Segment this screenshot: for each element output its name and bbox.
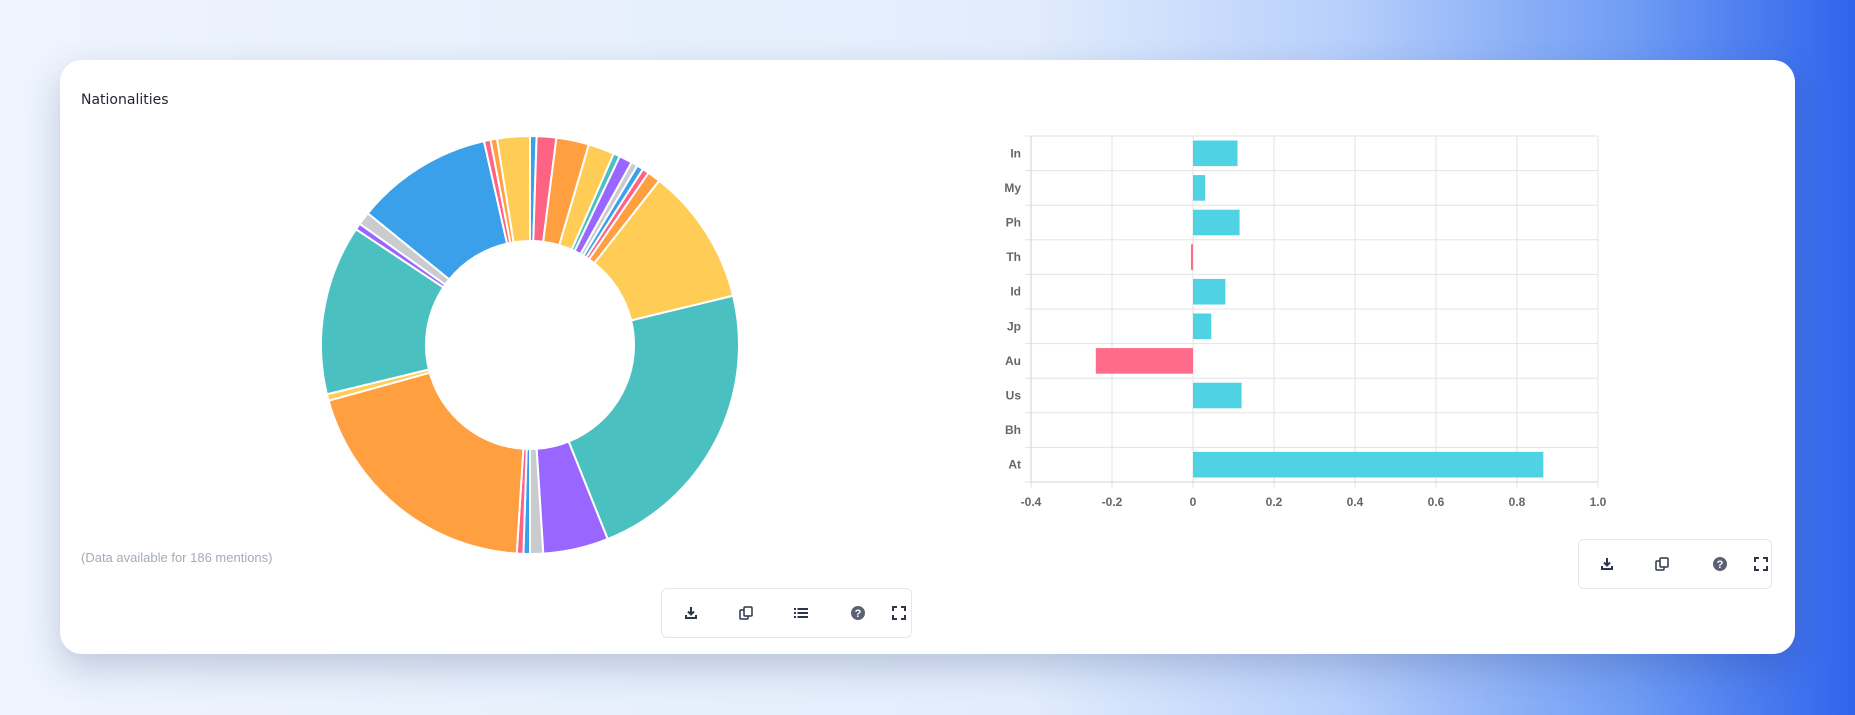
download-button[interactable]: [1597, 554, 1617, 574]
svg-text:?: ?: [855, 608, 862, 620]
svg-text:?: ?: [1717, 559, 1724, 571]
y-tick-label-ph: Ph: [1006, 216, 1021, 230]
fullscreen-icon: [1754, 557, 1768, 571]
x-tick-label: 1.0: [1590, 495, 1607, 509]
help-icon: ?: [851, 606, 865, 620]
bar-chart: -0.4 -0.2 0 0.2 0.4 0.6 0.8 1.0 In My Ph Th Id Jp Au Us…: [1004, 135, 1607, 509]
bar-toolbar: ?: [1578, 539, 1772, 589]
donut-slice-16: [327, 371, 525, 555]
bar-ph: [1193, 209, 1240, 236]
y-tick-label-th: Th: [1006, 250, 1021, 264]
fullscreen-icon: [892, 606, 906, 620]
donut-slice-11: [567, 294, 740, 541]
x-tick-label: 0.6: [1428, 495, 1445, 509]
donut-chart: [320, 134, 740, 556]
fullscreen-button[interactable]: [889, 603, 909, 623]
nationalities-card: Nationalities (Data available for 186 me…: [60, 60, 1795, 654]
y-tick-label-in: In: [1010, 146, 1021, 160]
y-tick-label-us: Us: [1006, 389, 1022, 403]
list-button[interactable]: [791, 603, 811, 623]
y-tick-label-my: My: [1004, 181, 1021, 195]
copy-button[interactable]: [736, 603, 756, 623]
x-tick-label: 0: [1190, 495, 1197, 509]
bar-at: [1193, 451, 1544, 478]
y-tick-label-jp: Jp: [1007, 319, 1021, 333]
bar-au: [1095, 348, 1193, 374]
copy-button[interactable]: [1652, 554, 1672, 574]
x-tick-label: -0.2: [1102, 495, 1123, 509]
x-tick-label: -0.4: [1021, 495, 1042, 509]
bar-id: [1193, 278, 1226, 305]
bar-in: [1193, 140, 1238, 167]
list-icon: [794, 608, 808, 618]
bar-my: [1193, 175, 1206, 201]
donut-slice-24: [495, 134, 531, 244]
x-tick-label: 0.4: [1347, 495, 1364, 509]
donut-toolbar: ?: [661, 588, 912, 638]
bar-grid: [1025, 135, 1599, 488]
download-icon: [685, 607, 697, 619]
y-tick-label-at: At: [1008, 458, 1021, 472]
copy-icon: [1655, 557, 1669, 571]
data-availability-note: (Data available for 186 mentions): [81, 550, 273, 565]
download-icon: [1601, 558, 1613, 570]
download-button[interactable]: [681, 603, 701, 623]
y-tick-label-id: Id: [1010, 285, 1021, 299]
y-tick-label-au: Au: [1005, 354, 1021, 368]
fullscreen-button[interactable]: [1751, 554, 1771, 574]
help-button[interactable]: ?: [848, 603, 868, 623]
bar-us: [1193, 382, 1242, 409]
bar-th: [1190, 244, 1193, 270]
card-title: Nationalities: [81, 92, 169, 108]
x-tick-label: 0.8: [1509, 495, 1526, 509]
y-tick-label-bh: Bh: [1005, 423, 1021, 437]
x-tick-label: 0.2: [1266, 495, 1283, 509]
copy-icon: [739, 606, 753, 620]
bar-jp: [1193, 313, 1212, 340]
help-icon: ?: [1713, 557, 1727, 571]
help-button[interactable]: ?: [1710, 554, 1730, 574]
